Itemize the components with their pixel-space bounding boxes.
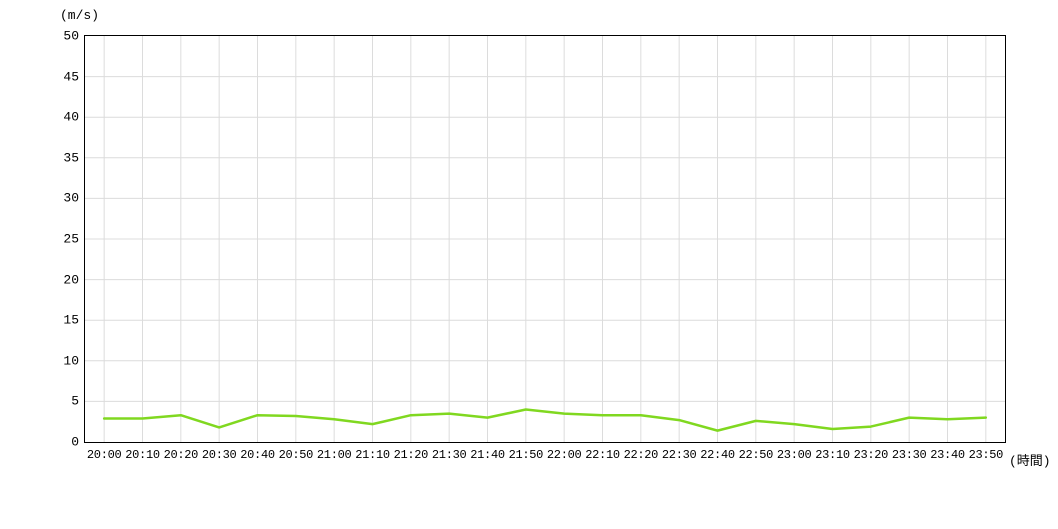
x-tick-label: 20:00 <box>87 442 122 462</box>
y-tick-label: 20 <box>39 272 79 287</box>
x-tick-label: 23:00 <box>777 442 812 462</box>
x-tick-label: 21:30 <box>432 442 467 462</box>
x-tick-label: 23:50 <box>969 442 1004 462</box>
y-tick-label: 35 <box>39 150 79 165</box>
x-tick-label: 20:50 <box>279 442 314 462</box>
y-tick-label: 5 <box>39 394 79 409</box>
y-tick-label: 45 <box>39 69 79 84</box>
x-tick-label: 23:10 <box>815 442 850 462</box>
x-tick-label: 22:40 <box>700 442 735 462</box>
x-axis-unit: (時間) <box>1009 450 1051 469</box>
x-tick-label: 22:50 <box>739 442 774 462</box>
x-tick-label: 22:30 <box>662 442 697 462</box>
y-tick-label: 40 <box>39 110 79 125</box>
x-tick-label: 22:00 <box>547 442 582 462</box>
x-tick-label: 20:40 <box>240 442 275 462</box>
x-tick-label: 20:10 <box>125 442 160 462</box>
x-tick-label: 22:10 <box>585 442 620 462</box>
x-tick-label: 23:40 <box>930 442 965 462</box>
plot-area: 05101520253035404550 20:0020:1020:2020:3… <box>84 35 1006 443</box>
x-tick-label: 21:40 <box>470 442 505 462</box>
chart-canvas: (m/s) (時間) 05101520253035404550 20:0020:… <box>0 0 1058 529</box>
x-tick-label: 20:30 <box>202 442 237 462</box>
x-tick-label: 22:20 <box>624 442 659 462</box>
x-tick-label: 21:50 <box>509 442 544 462</box>
y-tick-label: 50 <box>39 29 79 44</box>
y-tick-label: 10 <box>39 353 79 368</box>
x-tick-label: 20:20 <box>164 442 199 462</box>
y-tick-label: 15 <box>39 313 79 328</box>
x-tick-label: 21:20 <box>394 442 429 462</box>
y-axis-unit: (m/s) <box>60 8 99 23</box>
x-tick-label: 23:20 <box>854 442 889 462</box>
y-tick-label: 25 <box>39 232 79 247</box>
x-tick-label: 21:10 <box>355 442 390 462</box>
x-tick-label: 21:00 <box>317 442 352 462</box>
y-tick-label: 0 <box>39 435 79 450</box>
x-tick-label: 23:30 <box>892 442 927 462</box>
line-series <box>85 36 1005 442</box>
y-tick-label: 30 <box>39 191 79 206</box>
